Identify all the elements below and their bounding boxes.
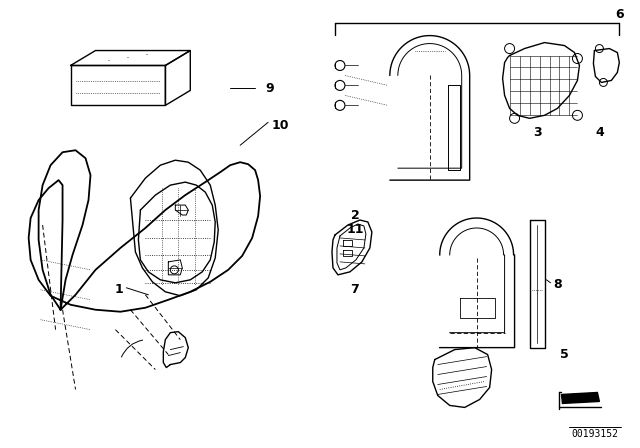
- Text: 9: 9: [266, 82, 275, 95]
- Text: 4: 4: [595, 126, 604, 139]
- Text: 5: 5: [560, 348, 569, 361]
- Text: 11: 11: [346, 224, 364, 237]
- Polygon shape: [561, 392, 600, 404]
- Text: 3: 3: [533, 126, 542, 139]
- Text: 8: 8: [553, 278, 562, 291]
- Text: 7: 7: [351, 283, 359, 296]
- Text: 2: 2: [351, 208, 359, 221]
- Text: 6: 6: [615, 8, 623, 21]
- Text: 1: 1: [114, 283, 123, 296]
- Text: 10: 10: [271, 119, 289, 132]
- Text: 00193152: 00193152: [571, 429, 618, 439]
